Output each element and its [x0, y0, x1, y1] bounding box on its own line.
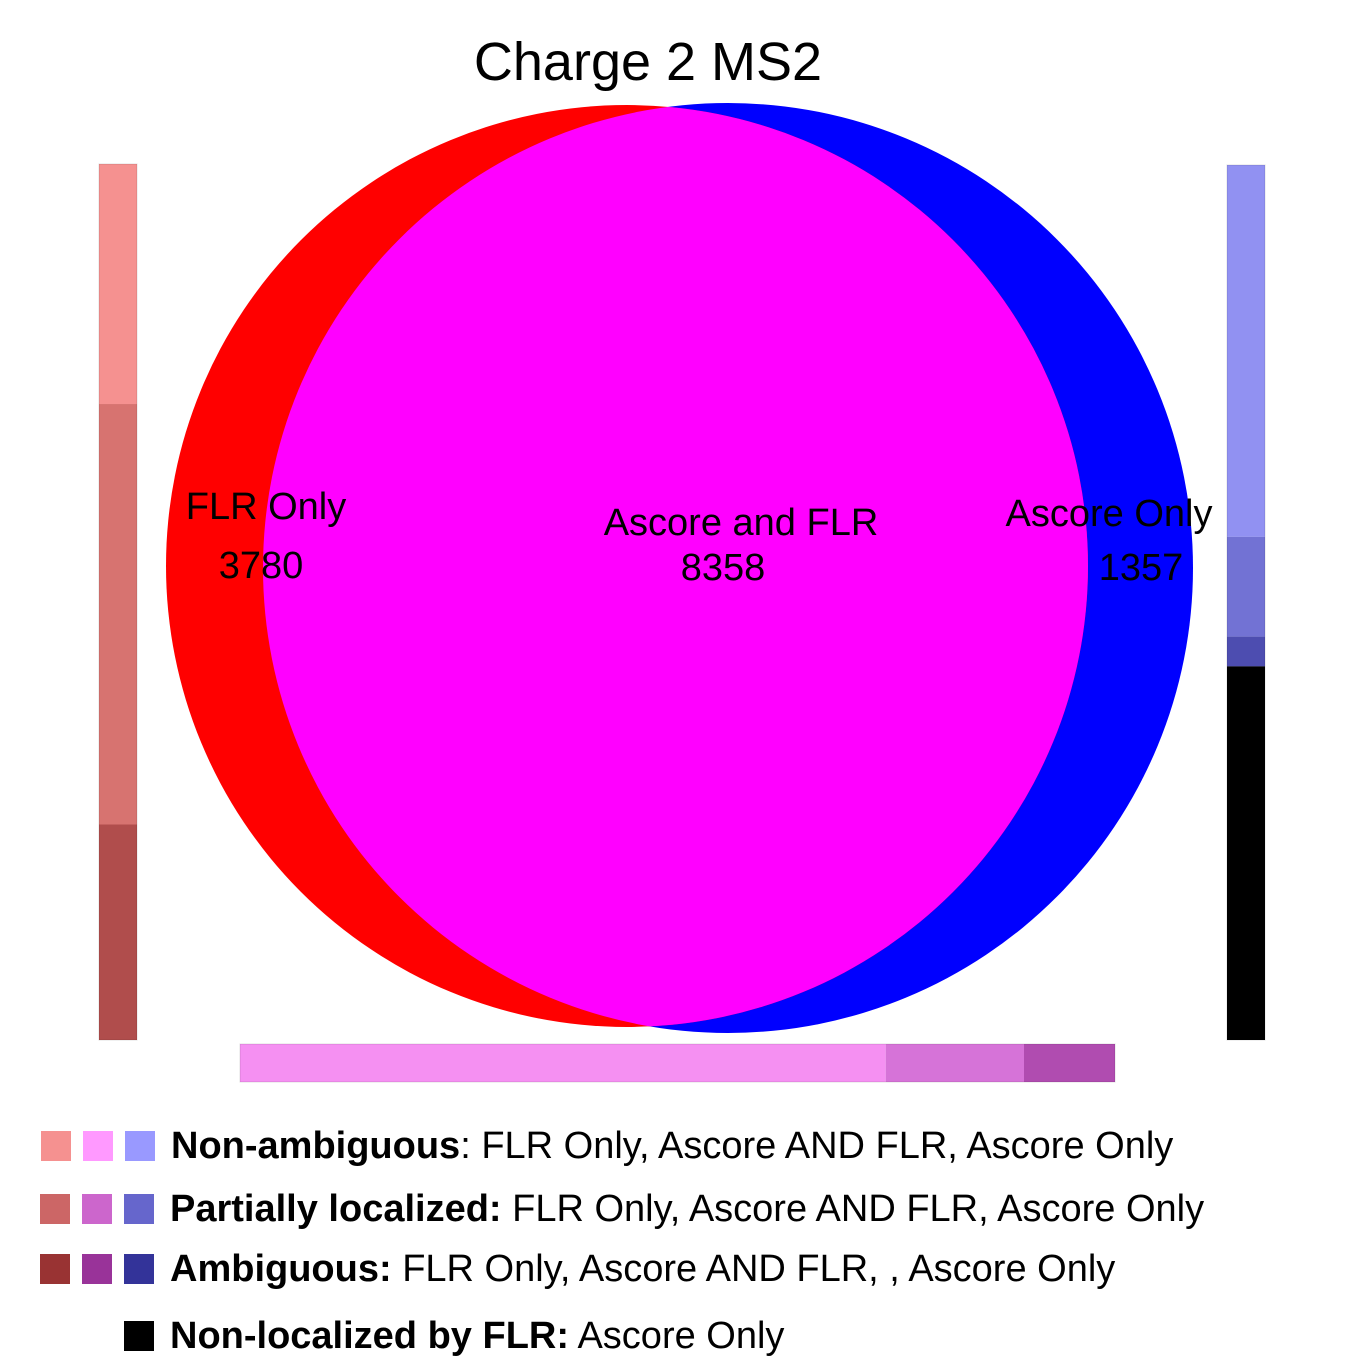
- legend-swatch: [124, 1321, 154, 1351]
- legend-swatch: [82, 1194, 112, 1224]
- legend-swatch: [124, 1194, 154, 1224]
- legend-swatch: [125, 1131, 155, 1161]
- legend: Non-ambiguous: FLR Only, Ascore AND FLR,…: [0, 1110, 1354, 1364]
- legend-label-rest: FLR Only, Ascore AND FLR, , Ascore Only: [391, 1247, 1116, 1290]
- legend-row-non-ambiguous: Non-ambiguous: FLR Only, Ascore AND FLR,…: [41, 1121, 1173, 1171]
- legend-label: Non-ambiguous: FLR Only, Ascore AND FLR,…: [171, 1125, 1173, 1168]
- legend-label-bold: Ambiguous:: [170, 1247, 392, 1290]
- legend-swatch: [83, 1131, 113, 1161]
- region-label-flr-only: FLR Only: [186, 486, 346, 528]
- bar-outline: [1226, 164, 1266, 1041]
- legend-label: Partially localized: FLR Only, Ascore AN…: [170, 1188, 1204, 1231]
- breakdown-bar-ascore-and-flr: [239, 1043, 1116, 1083]
- legend-label-rest: : FLR Only, Ascore AND FLR, Ascore Only: [460, 1124, 1174, 1167]
- legend-label-rest: Ascore Only: [569, 1314, 785, 1357]
- legend-swatch: [124, 1254, 154, 1284]
- legend-label-bold: Non-ambiguous: [171, 1124, 461, 1167]
- legend-label-bold: Partially localized:: [170, 1187, 502, 1230]
- bar-segment-non-ambiguous: [240, 1044, 886, 1082]
- legend-swatch: [41, 1131, 71, 1161]
- region-value-both: 8358: [681, 547, 766, 589]
- bar-segment-ambiguous: [99, 824, 137, 1040]
- bar-outline: [98, 163, 138, 1041]
- region-label-ascore-only: Ascore Only: [1006, 493, 1213, 535]
- legend-label: Non-localized by FLR: Ascore Only: [170, 1315, 784, 1358]
- legend-row-ambiguous: Ambiguous: FLR Only, Ascore AND FLR, , A…: [40, 1244, 1115, 1294]
- legend-label-rest: FLR Only, Ascore AND FLR, Ascore Only: [501, 1187, 1205, 1230]
- bar-segment-ambiguous: [1227, 636, 1265, 667]
- region-value-ascore-only: 1357: [1099, 547, 1184, 589]
- region-label-both: Ascore and FLR: [604, 502, 879, 544]
- legend-swatch: [82, 1254, 112, 1284]
- bar-segment-non-ambiguous: [99, 164, 137, 405]
- legend-label: Ambiguous: FLR Only, Ascore AND FLR, , A…: [170, 1248, 1115, 1291]
- bar-segment-partially-localized: [99, 404, 137, 825]
- bar-segment-partially-localized: [1227, 536, 1265, 637]
- legend-row-partially-localized: Partially localized: FLR Only, Ascore AN…: [40, 1184, 1204, 1234]
- breakdown-bar-flr-only: [98, 163, 138, 1041]
- breakdown-bar-ascore-only: [1226, 164, 1266, 1041]
- legend-label-bold: Non-localized by FLR:: [170, 1314, 569, 1357]
- region-value-flr-only: 3780: [219, 545, 304, 587]
- bar-segment-ambiguous: [1024, 1044, 1115, 1082]
- bar-segment-non-ambiguous: [1227, 165, 1265, 537]
- venn-intersection-region: [263, 105, 1088, 1027]
- bar-segment-partially-localized: [885, 1044, 1024, 1082]
- legend-swatch: [40, 1254, 70, 1284]
- legend-row-non-localized: Non-localized by FLR: Ascore Only: [124, 1311, 784, 1361]
- chart-title: Charge 2 MS2: [474, 32, 822, 92]
- bar-outline: [239, 1043, 1116, 1083]
- bar-segment-non-localized-by-flr: [1227, 666, 1265, 1040]
- legend-swatch: [40, 1194, 70, 1224]
